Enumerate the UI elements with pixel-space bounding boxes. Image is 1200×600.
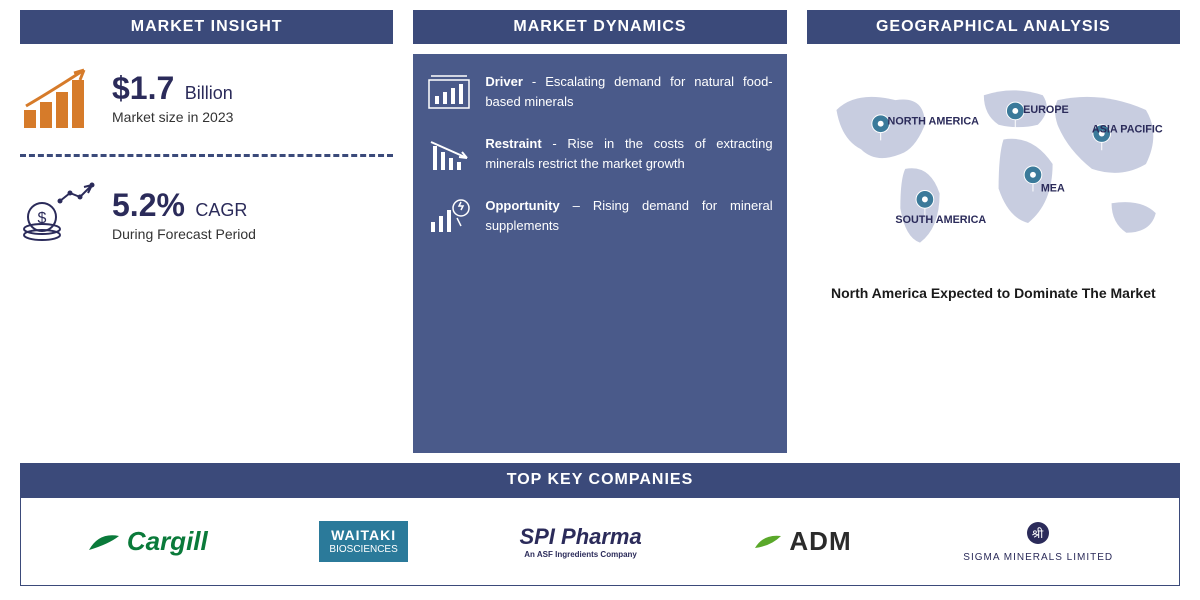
dynamics-header: MARKET DYNAMICS (413, 10, 786, 44)
company-sigma: श्री SIGMA MINERALS LIMITED (963, 520, 1113, 563)
coin-growth-icon: $ (20, 179, 100, 249)
restraint-label: Restraint (485, 136, 541, 151)
dashed-divider (20, 154, 393, 157)
spi-label: SPI Pharma (519, 524, 641, 549)
dynamics-driver: Driver - Escalating demand for natural f… (427, 72, 772, 112)
waitaki-sub: BIOSCIENCES (329, 544, 397, 556)
world-map-svg: NORTH AMERICA EUROPE ASIA PACIFIC SOUTH AME… (807, 54, 1180, 274)
region-label: MEA (1040, 183, 1064, 195)
dynamics-restraint: Restraint - Rise in the costs of extract… (427, 134, 772, 174)
dynamics-body: Driver - Escalating demand for natural f… (413, 54, 786, 453)
cargill-label: Cargill (127, 526, 208, 557)
company-waitaki: WAITAKI BIOSCIENCES (319, 521, 407, 562)
market-size-block: $1.7 Billion Market size in 2023 (20, 54, 393, 140)
dynamics-opportunity: Opportunity – Rising demand for mineral … (427, 196, 772, 236)
cargill-leaf-icon (87, 530, 121, 554)
map-caption: North America Expected to Dominate The M… (807, 285, 1180, 301)
opportunity-text: Opportunity – Rising demand for mineral … (485, 196, 772, 235)
company-spi: SPI Pharma An ASF Ingredients Company (519, 524, 641, 559)
opportunity-label: Opportunity (485, 198, 559, 213)
region-label: SOUTH AMERICA (895, 214, 986, 226)
growth-bars-icon (20, 62, 100, 132)
top-row: MARKET INSIGHT $1.7 Billion Market size … (0, 0, 1200, 463)
market-size-unit: Billion (185, 83, 233, 103)
market-dynamics-column: MARKET DYNAMICS Driver - Escalating dema… (413, 10, 786, 453)
world-map: NORTH AMERICA EUROPE ASIA PACIFIC SOUTH AME… (807, 54, 1180, 453)
driver-text: Driver - Escalating demand for natural f… (485, 72, 772, 111)
infographic-container: MARKET INSIGHT $1.7 Billion Market size … (0, 0, 1200, 600)
restraint-icon (427, 134, 471, 174)
svg-text:श्री: श्री (1032, 527, 1045, 541)
driver-icon (427, 72, 471, 112)
company-cargill: Cargill (87, 526, 208, 557)
sigma-icon: श्री (963, 520, 1113, 552)
cagr-unit: CAGR (195, 200, 247, 220)
market-size-sub: Market size in 2023 (112, 109, 233, 125)
region-label: EUROPE (1023, 104, 1069, 116)
svg-text:$: $ (38, 210, 47, 227)
driver-desc: Escalating demand for natural food-based… (485, 74, 772, 109)
cagr-value: 5.2% (112, 187, 185, 223)
adm-leaf-icon (753, 532, 783, 552)
opportunity-icon (427, 196, 471, 236)
region-label: NORTH AMERICA (887, 116, 979, 128)
market-size-value: $1.7 (112, 70, 174, 106)
geo-header: GEOGRAPHICAL ANALYSIS (807, 10, 1180, 44)
companies-section: TOP KEY COMPANIES Cargill WAITAKI BIOSCI… (0, 463, 1200, 600)
companies-header: TOP KEY COMPANIES (20, 463, 1180, 497)
waitaki-label: WAITAKI (329, 527, 397, 544)
market-size-text: $1.7 Billion Market size in 2023 (112, 70, 233, 125)
market-insight-column: MARKET INSIGHT $1.7 Billion Market size … (20, 10, 393, 453)
spi-sub: An ASF Ingredients Company (519, 550, 641, 559)
cagr-block: $ 5.2% CAGR During Forecast Period (20, 171, 393, 257)
geographical-column: GEOGRAPHICAL ANALYSIS NORTH AMERICA EUROP… (807, 10, 1180, 453)
cagr-text: 5.2% CAGR During Forecast Period (112, 187, 256, 242)
adm-label: ADM (789, 526, 851, 557)
restraint-text: Restraint - Rise in the costs of extract… (485, 134, 772, 173)
cagr-sub: During Forecast Period (112, 226, 256, 242)
sigma-label: SIGMA MINERALS LIMITED (963, 552, 1113, 563)
insight-header: MARKET INSIGHT (20, 10, 393, 44)
region-label: ASIA PACIFIC (1092, 124, 1163, 136)
companies-row: Cargill WAITAKI BIOSCIENCES SPI Pharma A… (20, 497, 1180, 586)
driver-label: Driver (485, 74, 523, 89)
company-adm: ADM (753, 526, 851, 557)
